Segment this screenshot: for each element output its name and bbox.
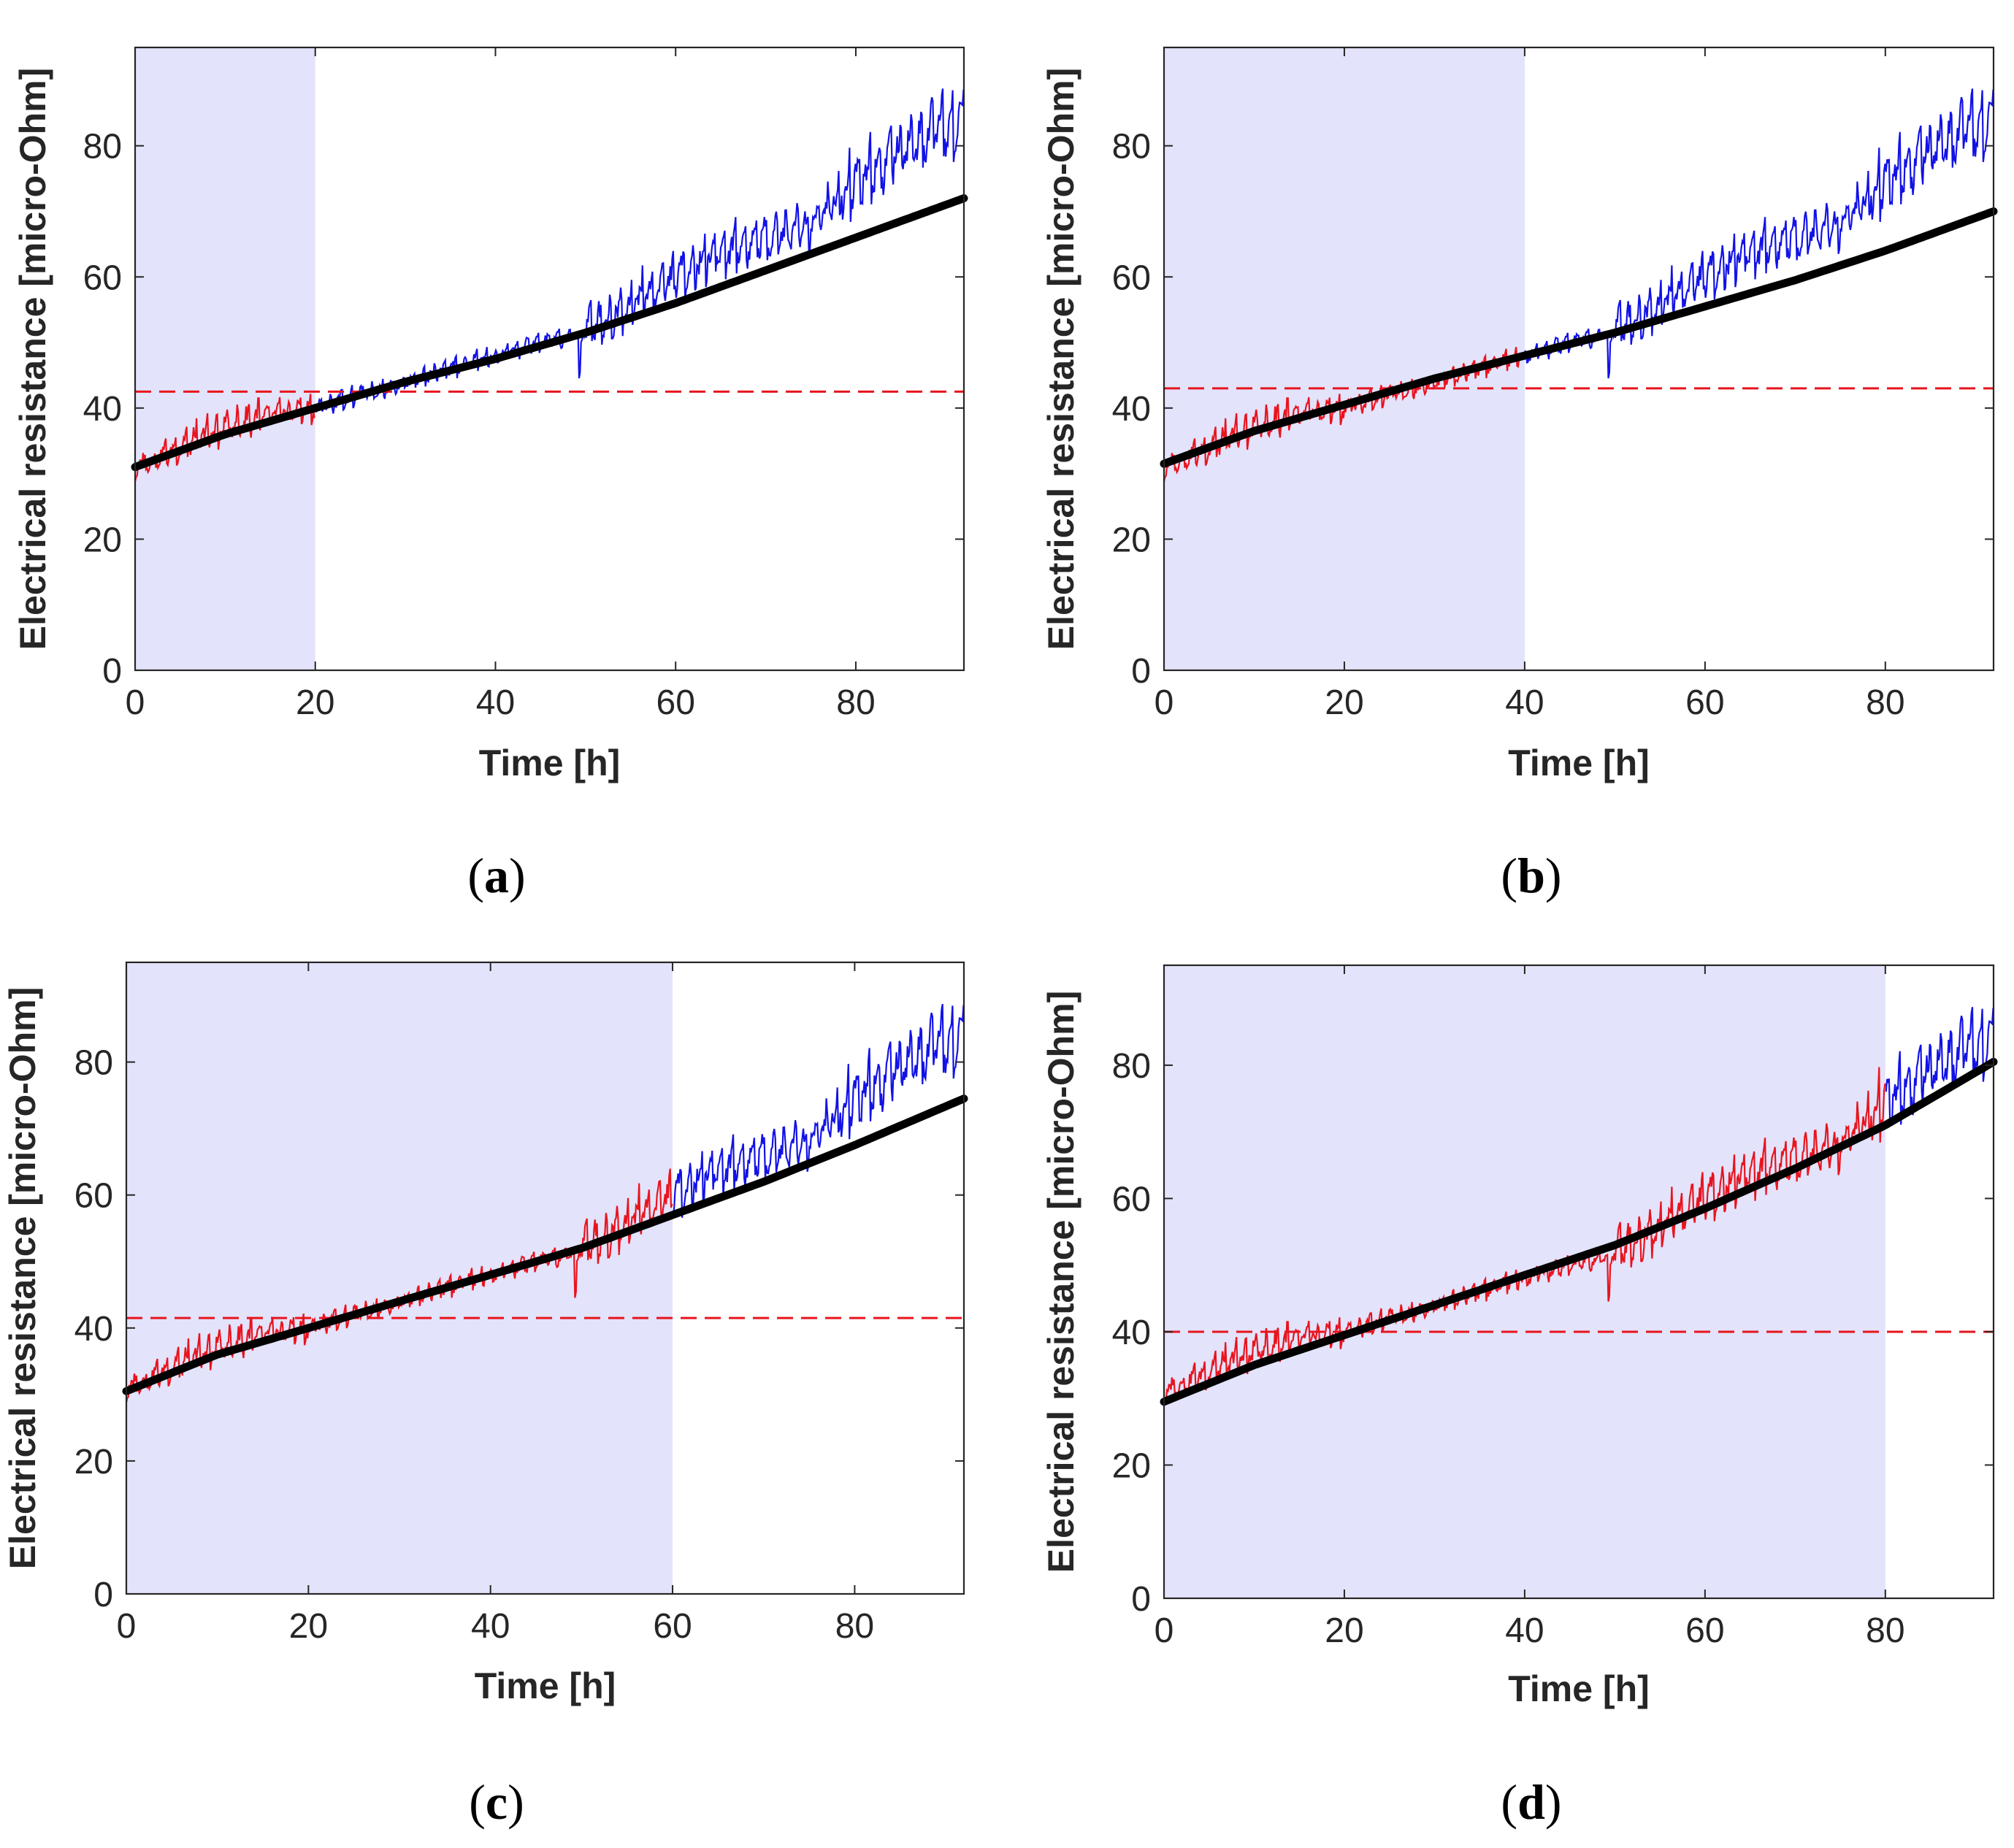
- y-axis-label-c: Electrical resistance [micro-Ohm]: [2, 987, 43, 1570]
- x-axis-label-b: Time [h]: [1508, 743, 1650, 783]
- y-tick-label-d-20: 20: [1112, 1446, 1151, 1485]
- x-tick-label-d-40: 40: [1505, 1611, 1544, 1650]
- series-measured-validation-c: [672, 1004, 965, 1218]
- series-fit-curve-c: [122, 1094, 968, 1395]
- y-tick-label-a-60: 60: [83, 258, 122, 297]
- y-tick-label-b-40: 40: [1112, 390, 1151, 429]
- x-tick-label-a-80: 80: [836, 683, 875, 722]
- y-tick-label-d-40: 40: [1112, 1314, 1151, 1352]
- y-tick-label-c-20: 20: [74, 1443, 113, 1481]
- y-tick-label-a-40: 40: [83, 390, 122, 429]
- training-region-a: [135, 47, 315, 670]
- x-tick-label-c-20: 20: [289, 1607, 328, 1646]
- x-axis-label-d: Time [h]: [1508, 1668, 1650, 1709]
- y-tick-label-b-60: 60: [1112, 258, 1151, 297]
- axes-box-a: [134, 46, 965, 672]
- series-measured-validation-a: [314, 88, 965, 414]
- x-tick-label-c-80: 80: [835, 1607, 874, 1646]
- series-measured-training-a: [134, 394, 315, 482]
- x-tick-label-b-60: 60: [1685, 683, 1724, 722]
- y-axis-label-a: Electrical resistance [micro-Ohm]: [12, 68, 53, 651]
- x-tick-label-d-80: 80: [1866, 1611, 1904, 1650]
- y-tick-label-b-80: 80: [1112, 128, 1151, 166]
- x-tick-label-b-0: 0: [1155, 683, 1174, 722]
- x-tick-label-d-60: 60: [1685, 1611, 1724, 1650]
- x-tick-label-a-60: 60: [656, 683, 695, 722]
- x-tick-label-a-40: 40: [476, 683, 515, 722]
- y-axis-label-d: Electrical resistance [micro-Ohm]: [1041, 991, 1081, 1573]
- y-tick-label-c-60: 60: [74, 1177, 113, 1216]
- panel-caption-b: (b): [1501, 848, 1561, 903]
- panel-b: 0 20 40 60 80 0 20 40 60 80 Time [h] Electrical res…: [1041, 46, 1998, 903]
- x-tick-label-d-20: 20: [1325, 1611, 1363, 1650]
- axes-box-d: [1163, 964, 1995, 1600]
- y-tick-label-d-60: 60: [1112, 1180, 1151, 1219]
- y-tick-label-c-80: 80: [74, 1044, 113, 1083]
- y-tick-label-c-0: 0: [93, 1576, 113, 1614]
- series-measured-training-b: [1163, 347, 1525, 482]
- x-tick-label-c-40: 40: [471, 1607, 510, 1646]
- y-tick-label-b-20: 20: [1112, 521, 1151, 559]
- x-axis-label-a: Time [h]: [479, 743, 621, 783]
- y-tick-label-c-40: 40: [74, 1310, 113, 1349]
- y-tick-label-b-0: 0: [1131, 652, 1151, 691]
- series-fit-curve-b: [1160, 207, 1998, 468]
- panel-c: 0 20 40 60 80 0 20 40 60 80 Time [h] Electrical res…: [2, 961, 968, 1830]
- training-region-d: [1164, 965, 1885, 1598]
- x-tick-label-a-0: 0: [126, 683, 145, 722]
- panel-d: 0 20 40 60 80 0 20 40 60 80 Time [h] Electrical res…: [1041, 964, 1998, 1830]
- axes-box-c: [125, 961, 965, 1595]
- panel-caption-a: (a): [467, 848, 525, 903]
- x-tick-label-d-0: 0: [1155, 1611, 1174, 1650]
- series-measured-validation-d: [1885, 1007, 1994, 1127]
- series-fit-curve-d: [1160, 1057, 1998, 1406]
- y-tick-label-d-0: 0: [1131, 1580, 1151, 1619]
- axes-box-b: [1163, 46, 1995, 672]
- training-region-b: [1164, 47, 1525, 670]
- x-tick-label-b-80: 80: [1866, 683, 1904, 722]
- panel-caption-d: (d): [1501, 1774, 1561, 1830]
- x-axis-label-c: Time [h]: [475, 1665, 616, 1706]
- x-tick-label-b-40: 40: [1505, 683, 1544, 722]
- y-tick-label-a-20: 20: [83, 521, 122, 559]
- x-tick-label-c-60: 60: [653, 1607, 692, 1646]
- panel-a: 0 20 40 60 80 0 20 40 60 80 Time [h] Electrical res…: [12, 46, 968, 903]
- y-tick-label-d-80: 80: [1112, 1047, 1151, 1086]
- y-axis-label-b: Electrical resistance [micro-Ohm]: [1041, 68, 1081, 651]
- panel-caption-c: (c): [469, 1774, 524, 1830]
- x-tick-label-a-20: 20: [296, 683, 334, 722]
- series-fit-curve-a: [131, 194, 968, 472]
- x-tick-label-c-0: 0: [117, 1607, 137, 1646]
- y-tick-label-a-0: 0: [102, 652, 122, 691]
- training-region-c: [126, 962, 673, 1594]
- y-tick-label-a-80: 80: [83, 128, 122, 166]
- x-tick-label-b-20: 20: [1325, 683, 1363, 722]
